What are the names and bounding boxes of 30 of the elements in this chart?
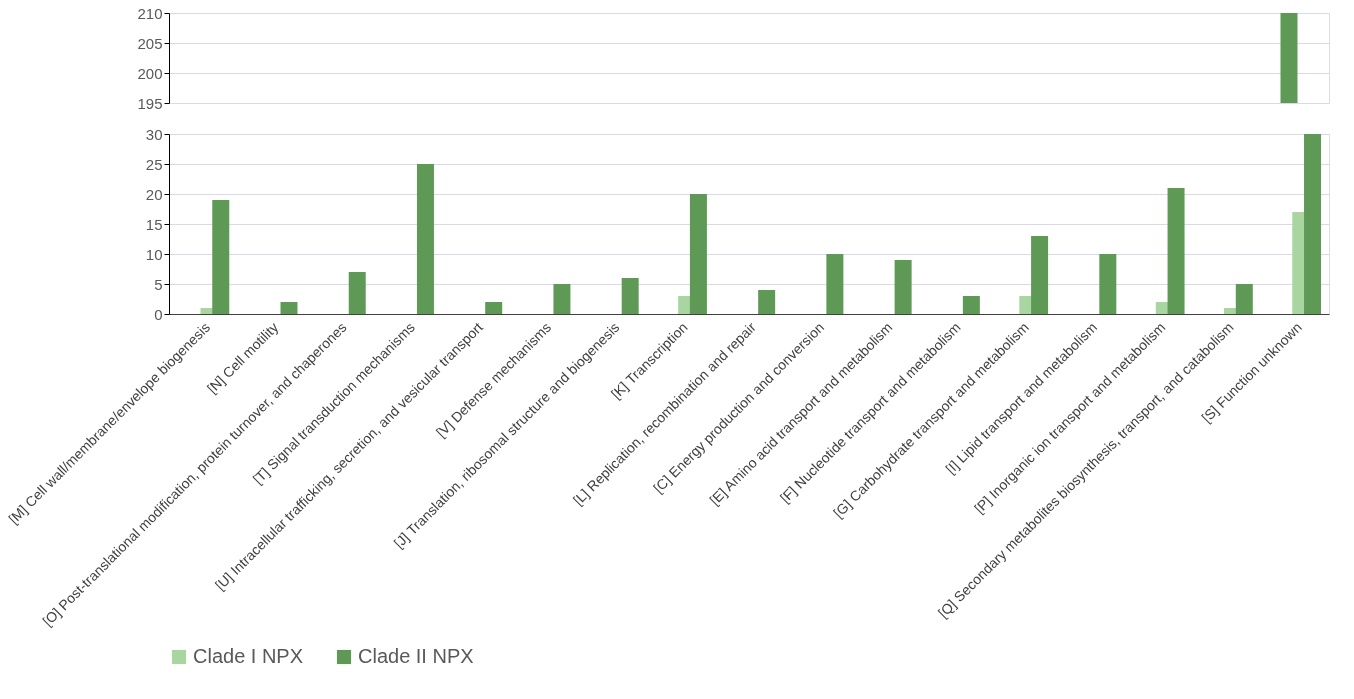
y-tick-label: 5 [154, 275, 163, 293]
bar [826, 254, 844, 314]
y-tick-label: 15 [145, 215, 163, 233]
bar [621, 278, 639, 314]
bar [1167, 188, 1185, 314]
bar [485, 302, 503, 314]
bar [1235, 284, 1253, 314]
y-tick-label: 205 [137, 34, 163, 52]
bar [1099, 254, 1117, 314]
y-tick-label: 20 [145, 185, 163, 203]
bar [689, 194, 707, 314]
y-tick-label: 25 [145, 155, 163, 173]
bar [1031, 236, 1049, 314]
bar [758, 290, 776, 314]
y-tick-label: 200 [137, 64, 163, 82]
bar [416, 164, 434, 314]
y-tick-label: 195 [137, 94, 163, 112]
y-tick-label: 210 [137, 4, 163, 22]
y-tick-label: 10 [145, 245, 163, 263]
legend-label: Clade II NPX [358, 645, 474, 667]
bar [1304, 134, 1322, 314]
bar [962, 296, 980, 314]
bar [212, 200, 230, 314]
bar [894, 260, 912, 314]
bar [280, 302, 298, 314]
bar [553, 284, 571, 314]
bar [348, 272, 366, 314]
legend-label: Clade I NPX [193, 645, 304, 667]
y-tick-label: 0 [154, 305, 163, 323]
y-tick-label: 30 [145, 125, 163, 143]
